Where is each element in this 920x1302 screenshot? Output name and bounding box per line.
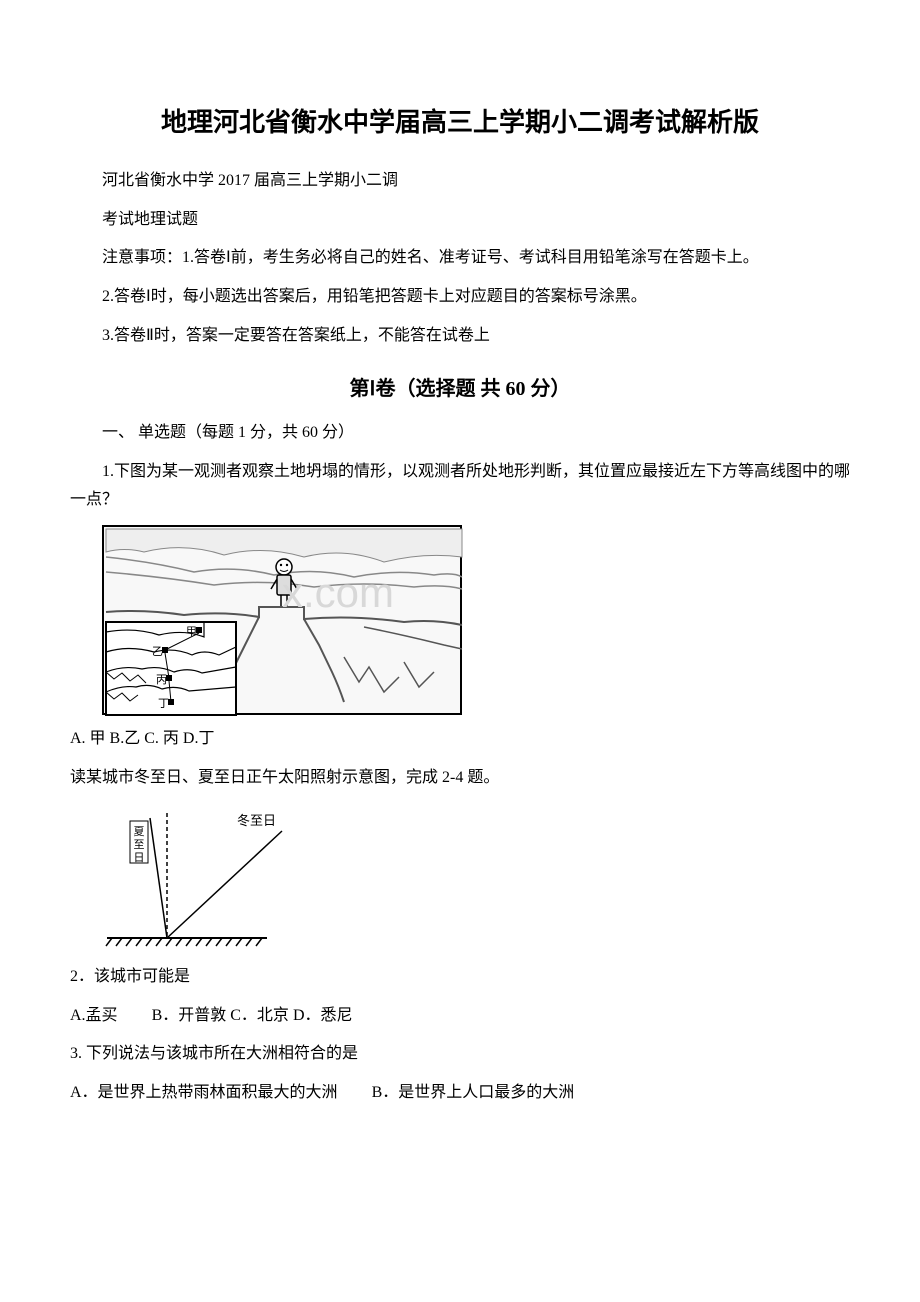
- q1-options: A. 甲 B.乙 C. 丙 D.丁: [70, 725, 850, 754]
- section1-intro: 一、 单选题（每题 1 分，共 60 分）: [70, 419, 850, 448]
- q2-optD: D．悉尼: [293, 1007, 353, 1024]
- svg-text:日: 日: [134, 852, 145, 864]
- subtitle-line1: 河北省衡水中学 2017 届高三上学期小二调: [70, 167, 850, 196]
- q2-optB: B．开普敦: [152, 1007, 227, 1024]
- figure1-label-yi: 乙: [152, 645, 163, 658]
- notice-item1: 注意事项：1.答卷Ⅰ前，考生务必将自己的姓名、准考证号、考试科目用铅笔涂写在答题…: [70, 244, 850, 273]
- notice-prefix: 注意事项：: [102, 249, 182, 266]
- notice-item3: 3.答卷Ⅱ时，答案一定要答在答案纸上，不能答在试卷上: [70, 322, 850, 351]
- figure2-svg: 冬至日 夏 至 日: [102, 803, 302, 953]
- figure1-container: 甲 乙 丙 丁: [102, 525, 462, 715]
- q3-optA: A．是世界上热带雨林面积最大的大洲: [70, 1079, 338, 1108]
- figure1: x.com: [102, 525, 850, 715]
- q3-text: 3. 下列说法与该城市所在大洲相符合的是: [70, 1040, 850, 1069]
- q1-text: 1.下图为某一观测者观察土地坍塌的情形，以观测者所处地形判断，其位置应最接近左下…: [70, 458, 850, 516]
- q2-intro: 读某城市冬至日、夏至日正午太阳照射示意图，完成 2-4 题。: [70, 764, 850, 793]
- figure2: 冬至日 夏 至 日: [102, 803, 850, 953]
- subtitle-line2: 考试地理试题: [70, 206, 850, 235]
- q2-optC: C．北京: [230, 1007, 289, 1024]
- svg-text:夏: 夏: [134, 825, 145, 838]
- page-title: 地理河北省衡水中学届高三上学期小二调考试解析版: [70, 100, 850, 147]
- figure1-svg: 甲 乙 丙 丁: [104, 527, 464, 717]
- figure2-label-winter: 冬至日: [237, 813, 276, 828]
- q3-optB: B．是世界上人口最多的大洲: [372, 1084, 575, 1101]
- q2-text: 2．该城市可能是: [70, 963, 850, 992]
- figure2-container: 冬至日 夏 至 日: [102, 803, 302, 953]
- notice-item2: 2.答卷Ⅰ时，每小题选出答案后，用铅笔把答题卡上对应题目的答案标号涂黑。: [70, 283, 850, 312]
- q2-optA: A.孟买: [70, 1002, 118, 1031]
- figure1-label-ding: 丁: [158, 698, 169, 710]
- svg-text:至: 至: [134, 839, 145, 851]
- figure1-label-bing: 丙: [156, 674, 167, 686]
- q3-options: A．是世界上热带雨林面积最大的大洲 B．是世界上人口最多的大洲: [70, 1079, 850, 1108]
- q2-options: A.孟买 B．开普敦 C．北京 D．悉尼: [70, 1002, 850, 1031]
- notice-item1-text: 1.答卷Ⅰ前，考生务必将自己的姓名、准考证号、考试科目用铅笔涂写在答题卡上。: [182, 249, 759, 266]
- section1-title: 第Ⅰ卷（选择题 共 60 分）: [70, 371, 850, 407]
